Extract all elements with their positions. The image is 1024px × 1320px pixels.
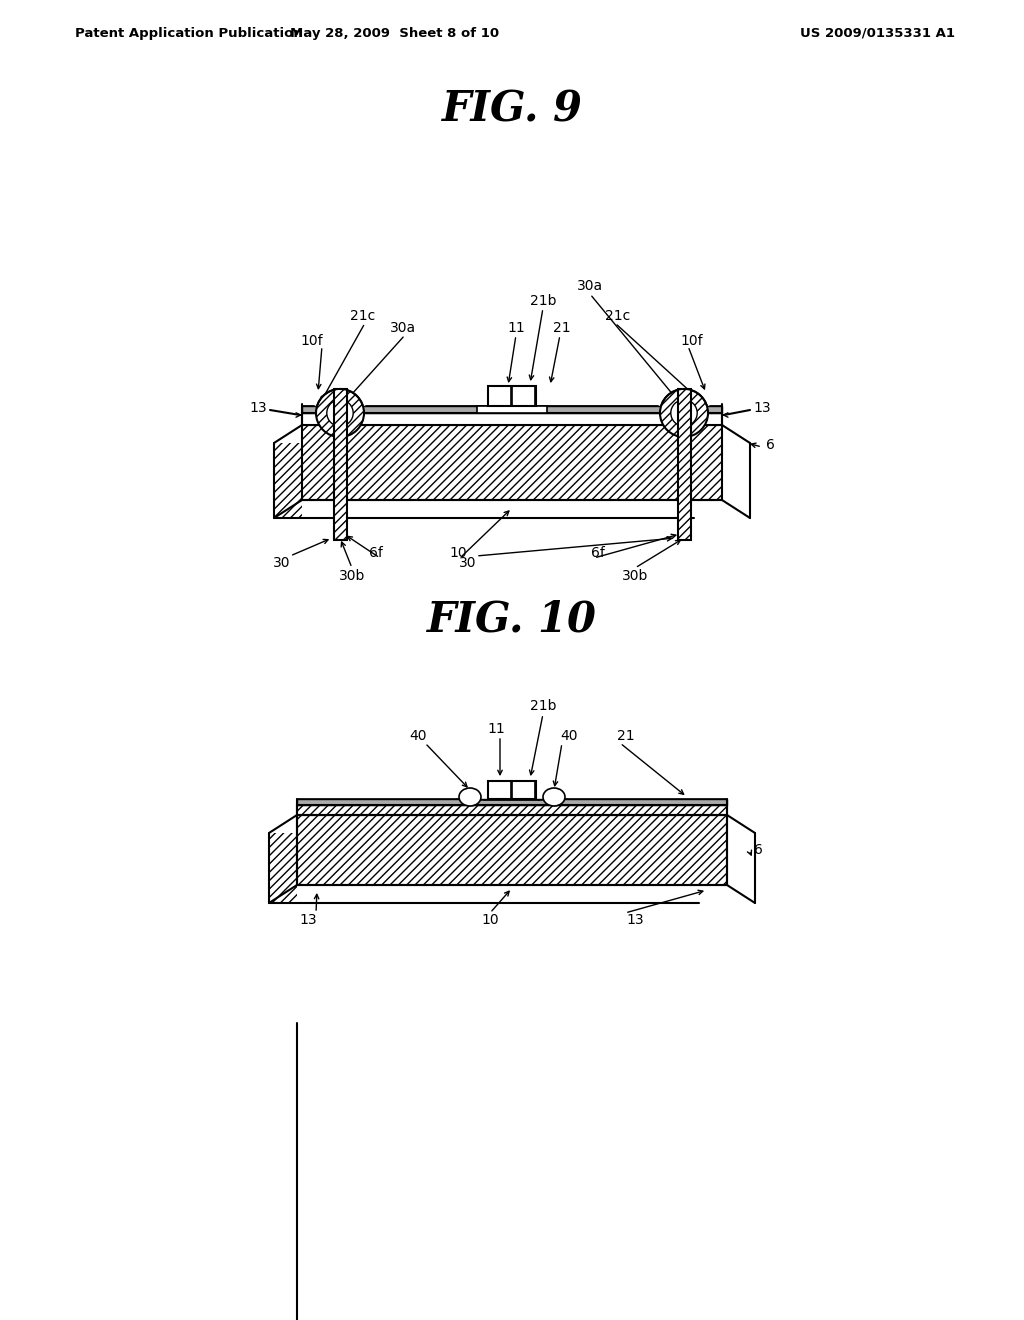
Bar (297, 814, 727, 884)
Bar (678, 389, 691, 540)
Ellipse shape (459, 788, 481, 807)
Circle shape (660, 389, 708, 437)
Bar (302, 413, 722, 425)
Text: 21: 21 (553, 321, 570, 335)
Text: 30: 30 (273, 556, 291, 570)
Text: 21: 21 (617, 729, 635, 743)
Bar (488, 385, 511, 407)
Text: 30: 30 (459, 556, 477, 570)
Text: 21b: 21b (529, 294, 556, 308)
Bar (488, 781, 536, 799)
Text: 10: 10 (450, 546, 467, 560)
Text: 11: 11 (487, 722, 505, 737)
Ellipse shape (543, 788, 565, 807)
Text: 6f: 6f (369, 546, 383, 560)
Text: 13: 13 (627, 913, 644, 927)
Text: 13: 13 (299, 913, 316, 927)
Text: 21c: 21c (350, 309, 376, 323)
Text: 21b: 21b (529, 700, 556, 713)
Text: 21c: 21c (605, 309, 631, 323)
Circle shape (316, 389, 364, 437)
Text: 40: 40 (410, 729, 427, 743)
Text: 13: 13 (249, 401, 267, 414)
Bar (512, 781, 535, 799)
Bar (477, 407, 547, 413)
Circle shape (671, 400, 697, 426)
Text: 30a: 30a (390, 321, 416, 335)
Text: 10: 10 (481, 913, 499, 927)
Bar (334, 389, 347, 540)
Text: FIG. 9: FIG. 9 (441, 88, 583, 131)
Bar (334, 389, 347, 540)
Bar (512, 385, 535, 407)
Bar (678, 389, 691, 540)
Text: 40: 40 (560, 729, 578, 743)
Text: 30b: 30b (622, 569, 648, 583)
Text: 6f: 6f (591, 546, 605, 560)
Text: FIG. 10: FIG. 10 (427, 599, 597, 642)
Text: 10f: 10f (301, 334, 324, 348)
Text: 30a: 30a (577, 279, 603, 293)
Bar (297, 799, 727, 805)
Text: Patent Application Publication: Patent Application Publication (75, 26, 303, 40)
Text: May 28, 2009  Sheet 8 of 10: May 28, 2009 Sheet 8 of 10 (291, 26, 500, 40)
Bar (297, 805, 727, 814)
Text: 30b: 30b (339, 569, 366, 583)
Text: 6: 6 (766, 438, 774, 451)
Circle shape (327, 400, 353, 426)
Bar (488, 385, 536, 407)
Bar (488, 781, 511, 799)
Bar (302, 425, 722, 500)
Text: 13: 13 (754, 401, 771, 414)
Bar (297, 805, 727, 814)
Bar (302, 407, 722, 413)
Bar (297, 814, 727, 884)
Text: 11: 11 (507, 321, 525, 335)
Text: 6: 6 (754, 843, 763, 857)
Bar (274, 444, 302, 517)
Text: US 2009/0135331 A1: US 2009/0135331 A1 (800, 26, 955, 40)
Text: 10f: 10f (681, 334, 703, 348)
Bar (302, 425, 722, 500)
Bar (269, 833, 297, 903)
